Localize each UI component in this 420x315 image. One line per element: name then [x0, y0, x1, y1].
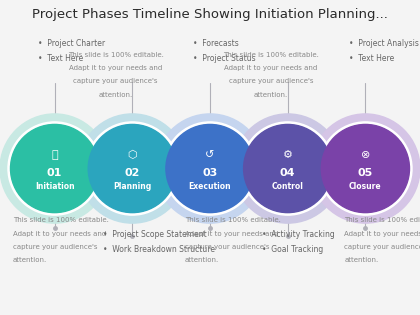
Text: •  Project Status: • Project Status	[193, 54, 256, 64]
Text: This slide is 100% editable.: This slide is 100% editable.	[68, 52, 163, 58]
Ellipse shape	[321, 124, 410, 213]
Ellipse shape	[233, 114, 342, 223]
Text: This slide is 100% editable.: This slide is 100% editable.	[185, 217, 281, 223]
Text: Control: Control	[272, 182, 304, 191]
Ellipse shape	[155, 114, 265, 223]
Text: ⏻: ⏻	[51, 150, 58, 160]
Text: Adapt it to your needs and: Adapt it to your needs and	[185, 231, 278, 237]
Text: Adapt it to your needs and: Adapt it to your needs and	[13, 231, 106, 237]
Ellipse shape	[166, 124, 254, 213]
Text: attention.: attention.	[98, 92, 133, 98]
Text: attention.: attention.	[344, 257, 379, 263]
Text: Adapt it to your needs and: Adapt it to your needs and	[344, 231, 420, 237]
Text: •  Goal Tracking: • Goal Tracking	[262, 245, 324, 254]
Ellipse shape	[78, 114, 187, 223]
Text: Initiation: Initiation	[35, 182, 74, 191]
Text: This slide is 100% editable.: This slide is 100% editable.	[344, 217, 420, 223]
Text: •  Project Analysis: • Project Analysis	[349, 39, 418, 49]
Ellipse shape	[244, 124, 332, 213]
Ellipse shape	[319, 122, 412, 215]
Text: •  Work Breakdown Structure: • Work Breakdown Structure	[103, 245, 215, 254]
Text: ↺: ↺	[205, 150, 215, 160]
Text: Closure: Closure	[349, 182, 382, 191]
Text: This slide is 100% editable.: This slide is 100% editable.	[13, 217, 108, 223]
Text: capture your audience's: capture your audience's	[13, 244, 97, 250]
Ellipse shape	[311, 114, 420, 223]
Text: Project Phases Timeline Showing Initiation Planning...: Project Phases Timeline Showing Initiati…	[32, 8, 388, 21]
Text: ⬡: ⬡	[127, 150, 137, 160]
Text: 02: 02	[125, 169, 140, 179]
Text: •  Text Here: • Text Here	[38, 54, 83, 64]
Text: capture your audience's: capture your audience's	[228, 78, 313, 84]
Ellipse shape	[88, 124, 176, 213]
Text: •  Forecasts: • Forecasts	[193, 39, 239, 49]
Ellipse shape	[10, 124, 99, 213]
Text: •  Project Scope Statement: • Project Scope Statement	[103, 230, 207, 239]
Text: attention.: attention.	[254, 92, 288, 98]
Text: •  Project Charter: • Project Charter	[38, 39, 105, 49]
Ellipse shape	[241, 122, 334, 215]
Text: •  Activity Tracking: • Activity Tracking	[262, 230, 335, 239]
Text: capture your audience's: capture your audience's	[344, 244, 420, 250]
Text: attention.: attention.	[185, 257, 219, 263]
Text: Execution: Execution	[189, 182, 231, 191]
Text: Planning: Planning	[113, 182, 152, 191]
Text: 05: 05	[358, 169, 373, 179]
Text: This slide is 100% editable.: This slide is 100% editable.	[223, 52, 319, 58]
Ellipse shape	[163, 122, 257, 215]
Text: attention.: attention.	[13, 257, 47, 263]
Text: 04: 04	[280, 169, 295, 179]
Text: 03: 03	[202, 169, 218, 179]
Ellipse shape	[0, 114, 109, 223]
Text: Adapt it to your needs and: Adapt it to your needs and	[224, 65, 318, 71]
Text: Adapt it to your needs and: Adapt it to your needs and	[69, 65, 162, 71]
Text: capture your audience's: capture your audience's	[73, 78, 158, 84]
Text: ⚙: ⚙	[283, 150, 293, 160]
Ellipse shape	[86, 122, 179, 215]
Text: 01: 01	[47, 169, 62, 179]
Text: ⊗: ⊗	[361, 150, 370, 160]
Ellipse shape	[8, 122, 101, 215]
Text: capture your audience's: capture your audience's	[185, 244, 269, 250]
Text: •  Text Here: • Text Here	[349, 54, 394, 64]
